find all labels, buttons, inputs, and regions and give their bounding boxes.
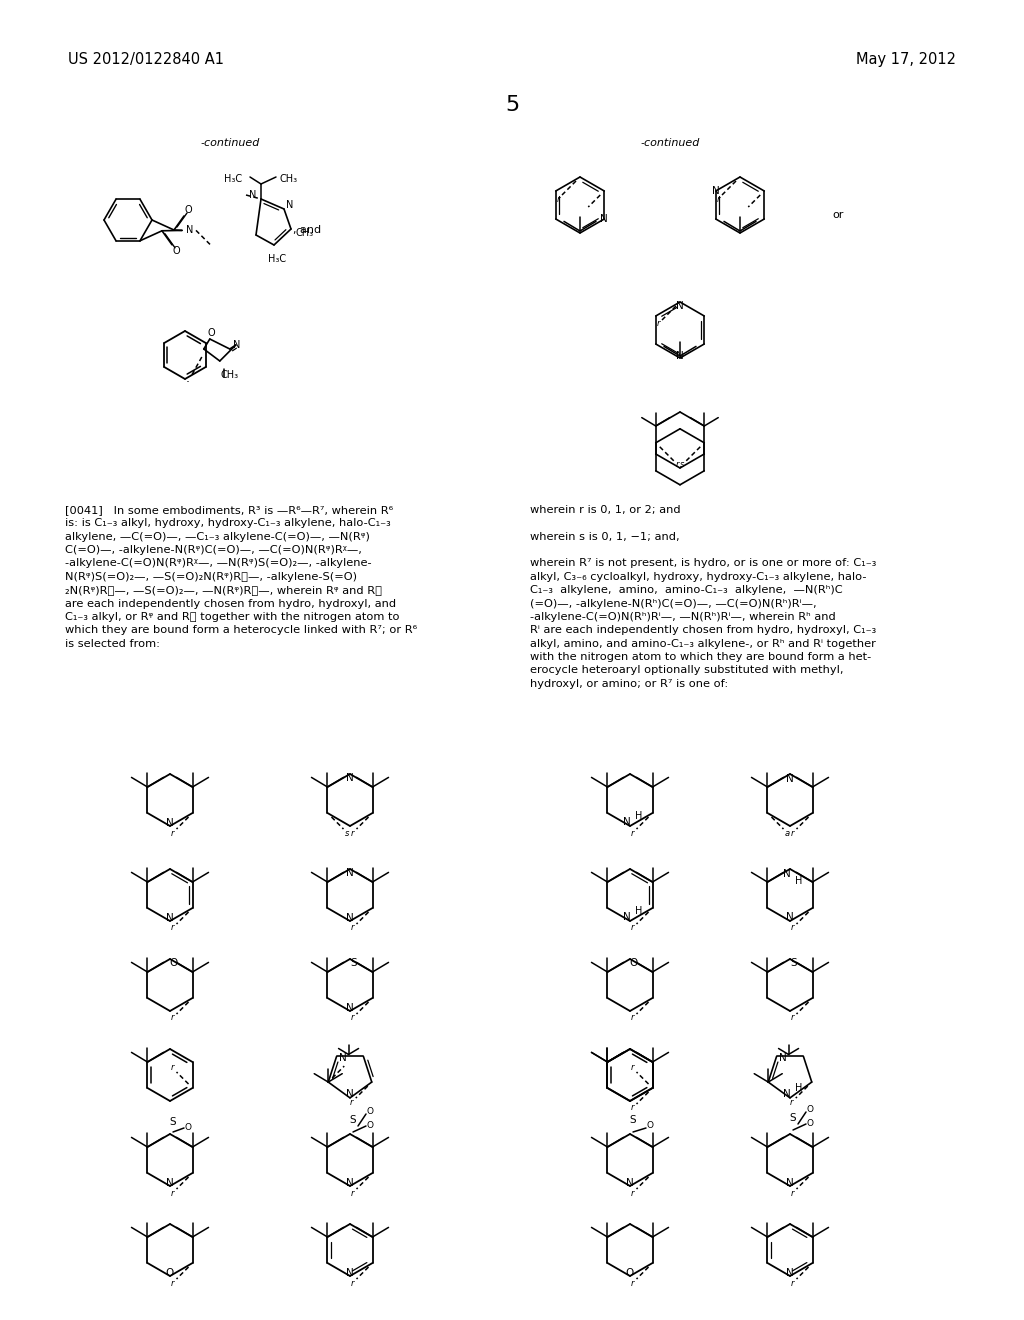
Text: S: S: [170, 1117, 176, 1127]
Text: CH₃: CH₃: [280, 174, 298, 183]
Text: N: N: [624, 817, 631, 828]
Text: r: r: [791, 1014, 795, 1023]
Text: O: O: [184, 205, 191, 215]
Text: N: N: [676, 301, 684, 312]
Text: r: r: [791, 1279, 795, 1287]
Text: r: r: [631, 1104, 634, 1113]
Text: r: r: [676, 461, 680, 470]
Text: r: r: [631, 1064, 634, 1072]
Text: N: N: [600, 214, 608, 224]
Text: N: N: [339, 1053, 346, 1064]
Text: r: r: [791, 829, 795, 837]
Text: N: N: [346, 1177, 354, 1188]
Text: N: N: [346, 774, 354, 783]
Text: wherein r is 0, 1, or 2; and

wherein s is 0, 1, −1; and,

wherein R⁷ is not pre: wherein r is 0, 1, or 2; and wherein s i…: [530, 506, 877, 689]
Text: N: N: [712, 186, 720, 195]
Text: r: r: [631, 829, 634, 837]
Text: H₃C: H₃C: [268, 253, 286, 264]
Text: r: r: [716, 194, 720, 203]
Text: r: r: [556, 194, 560, 203]
Text: H: H: [635, 810, 643, 821]
Text: -continued: -continued: [640, 139, 699, 148]
Text: N: N: [346, 869, 354, 878]
Text: s: s: [680, 461, 684, 470]
Text: N: N: [166, 818, 174, 828]
Text: -continued: -continued: [201, 139, 260, 148]
Text: N: N: [249, 190, 257, 201]
Text: r: r: [171, 829, 174, 837]
Text: r: r: [171, 1188, 174, 1197]
Text: O: O: [807, 1106, 813, 1114]
Text: S: S: [349, 1115, 356, 1125]
Text: r: r: [171, 1279, 174, 1287]
Text: or: or: [831, 210, 844, 220]
Text: r: r: [656, 319, 659, 329]
Text: O: O: [807, 1119, 813, 1129]
Text: r: r: [351, 1014, 354, 1023]
Text: r: r: [350, 1097, 353, 1106]
Text: r: r: [631, 1014, 634, 1023]
Text: N: N: [786, 774, 794, 784]
Text: N: N: [166, 1177, 174, 1188]
Text: H: H: [635, 906, 643, 916]
Text: N: N: [626, 1177, 634, 1188]
Text: r: r: [171, 924, 174, 932]
Text: 5: 5: [505, 95, 519, 115]
Text: N: N: [346, 1089, 354, 1098]
Text: O: O: [166, 1269, 174, 1278]
Text: S: S: [790, 1113, 797, 1123]
Text: r: r: [351, 1279, 354, 1287]
Text: CH₃: CH₃: [221, 370, 239, 380]
Text: a: a: [785, 829, 791, 837]
Text: r: r: [351, 1188, 354, 1197]
Text: , and: , and: [293, 224, 322, 235]
Text: O: O: [367, 1107, 374, 1117]
Text: S: S: [630, 1115, 636, 1125]
Text: N: N: [676, 351, 684, 360]
Text: O: O: [630, 958, 638, 968]
Text: N: N: [346, 1269, 354, 1278]
Text: N: N: [346, 913, 354, 923]
Text: US 2012/0122840 A1: US 2012/0122840 A1: [68, 51, 224, 67]
Text: O: O: [184, 1123, 191, 1133]
Text: H₃C: H₃C: [224, 174, 242, 183]
Text: N: N: [786, 1269, 794, 1278]
Text: r: r: [631, 924, 634, 932]
Text: r: r: [791, 924, 795, 932]
Text: CH₃: CH₃: [296, 228, 314, 238]
Text: O: O: [626, 1269, 634, 1278]
Text: N: N: [786, 912, 794, 921]
Text: O: O: [208, 327, 216, 338]
Text: O: O: [172, 246, 180, 256]
Text: S: S: [791, 958, 798, 968]
Text: S: S: [350, 958, 357, 968]
Text: r: r: [171, 1064, 174, 1072]
Text: O: O: [170, 958, 178, 968]
Text: H: H: [796, 1082, 803, 1093]
Text: May 17, 2012: May 17, 2012: [856, 51, 956, 67]
Text: r: r: [631, 1188, 634, 1197]
Text: N: N: [287, 201, 294, 210]
Text: N: N: [186, 226, 194, 235]
Text: N: N: [783, 869, 791, 879]
Text: r: r: [171, 1014, 174, 1023]
Text: r: r: [791, 1188, 795, 1197]
Text: .: .: [185, 372, 189, 385]
Text: r: r: [631, 1279, 634, 1287]
Text: [0041]   In some embodiments, R³ is —R⁶—R⁷, wherein R⁶
is: is C₁₋₃ alkyl, hydrox: [0041] In some embodiments, R³ is —R⁶—R⁷…: [65, 506, 417, 648]
Text: r: r: [790, 1097, 794, 1106]
Text: r: r: [351, 829, 354, 837]
Text: N: N: [778, 1053, 786, 1064]
Text: N: N: [786, 1177, 794, 1188]
Text: H: H: [796, 876, 803, 886]
Text: N: N: [783, 1089, 791, 1098]
Text: s: s: [345, 829, 349, 837]
Text: O: O: [367, 1122, 374, 1130]
Text: N: N: [233, 341, 241, 350]
Text: r: r: [351, 924, 354, 932]
Text: N: N: [166, 913, 174, 923]
Text: N: N: [624, 912, 631, 921]
Text: N: N: [346, 1003, 354, 1012]
Text: O: O: [646, 1122, 653, 1130]
